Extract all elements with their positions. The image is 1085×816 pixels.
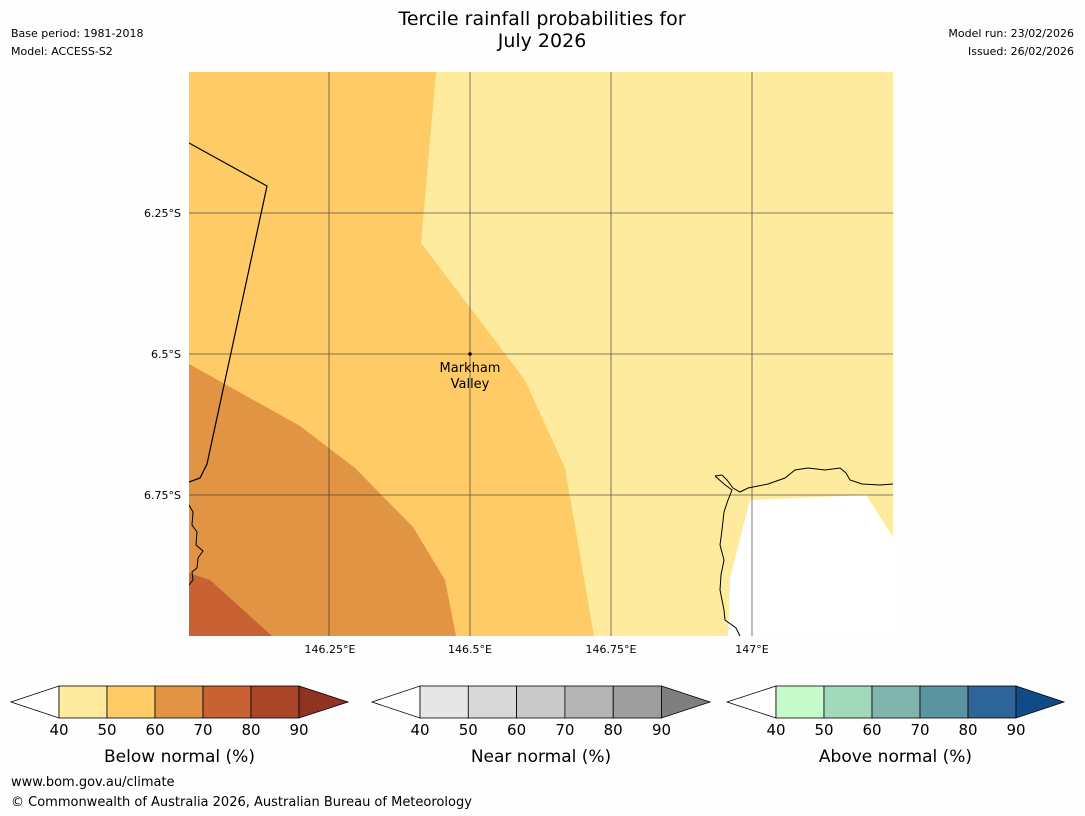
colorbar-above-normal-tick-label: 90	[1006, 721, 1025, 739]
colorbar-above-normal-swatch	[919, 685, 969, 719]
colorbar-above-normal-tick-label: 60	[862, 721, 881, 739]
colorbar-above-normal-swatch	[823, 685, 873, 719]
colorbar-near-normal-swatch	[467, 685, 517, 719]
colorbar-below-normal-title: Below normal (%)	[104, 747, 255, 767]
colorbar-below-normal-tick-label: 80	[241, 721, 260, 739]
colorbar-near-normal-tick-label: 50	[459, 721, 478, 739]
colorbar-below-normal-swatch	[202, 685, 252, 719]
colorbar-below-normal-tick-label: 50	[97, 721, 116, 739]
colorbar-near-normal-tick-label: 40	[410, 721, 429, 739]
lat-label-6-25: 6.25°S	[144, 207, 181, 220]
colorbar-below-normal-swatch	[106, 685, 156, 719]
colorbar-above-normal-tick-label: 70	[910, 721, 929, 739]
place-marker	[468, 352, 472, 356]
lon-label-147: 147°E	[735, 643, 768, 656]
colorbar-above-normal-swatch	[871, 685, 921, 719]
lon-label-146-75: 146.75°E	[586, 643, 637, 656]
colorbar-below-normal-tick-label: 40	[49, 721, 68, 739]
colorbar-near-normal: 40 50 60 70 80 90 Near normal (%)	[370, 685, 712, 767]
colorbar-below-normal: 40 50 60 70 80 90 Below normal (%)	[9, 685, 350, 767]
colorbar-near-normal-title: Near normal (%)	[471, 747, 611, 767]
colorbar-near-normal-swatch	[516, 685, 566, 719]
coastline-gulf	[714, 475, 741, 636]
colorbar-above-normal-title: Above normal (%)	[819, 747, 972, 767]
base-period-text: Base period: 1981-2018	[11, 27, 144, 40]
colorbar-above-normal-over-arrow	[1015, 685, 1066, 719]
title-line-1: Tercile rainfall probabilities for	[398, 8, 686, 30]
colorbar-below-normal-under-arrow	[9, 685, 60, 719]
region-60-70	[189, 364, 456, 636]
colorbar-above-normal-swatch	[967, 685, 1017, 719]
place-label-line-2: Valley	[451, 377, 490, 392]
metadata-right: Model run: 23/02/2026 Issued: 26/02/2026	[948, 25, 1074, 61]
colorbar-above-normal-tick-label: 50	[814, 721, 833, 739]
colorbar-below-normal-swatch	[250, 685, 300, 719]
colorbar-near-normal-under-arrow	[370, 685, 421, 719]
metadata-left: Base period: 1981-2018 Model: ACCESS-S2	[11, 25, 143, 61]
lon-label-146-25: 146.25°E	[305, 643, 356, 656]
lat-label-6-75: 6.75°S	[144, 489, 181, 502]
colorbar-above-normal: 40 50 60 70 80 90 Above normal (%)	[725, 685, 1066, 767]
colorbar-near-normal-tick-label: 60	[507, 721, 526, 739]
colorbar-near-normal-tick-label: 70	[555, 721, 574, 739]
colorbar-below-normal-over-arrow	[298, 685, 350, 719]
colorbar-near-normal-swatch	[419, 685, 469, 719]
place-label-line-1: Markham	[440, 361, 501, 376]
colorbar-above-normal-tick-label: 40	[766, 721, 785, 739]
border-line	[189, 142, 268, 483]
colorbar-below-normal-swatch	[58, 685, 108, 719]
colorbar-below-normal-tick-label: 60	[145, 721, 164, 739]
colorbar-below-normal-swatch	[154, 685, 204, 719]
sea-area	[728, 495, 893, 636]
colorbar-near-normal-tick-label: 90	[652, 721, 671, 739]
colorbar-near-normal-swatch	[612, 685, 662, 719]
colorbar-below-normal-tick-label: 70	[193, 721, 212, 739]
issued-text: Issued: 26/02/2026	[967, 45, 1074, 58]
chart-title: Tercile rainfall probabilities for July …	[342, 8, 742, 52]
footer-copyright: © Commonwealth of Australia 2026, Austra…	[11, 795, 472, 810]
model-text: Model: ACCESS-S2	[11, 45, 113, 58]
title-line-2: July 2026	[497, 30, 587, 52]
lon-label-146-5: 146.5°E	[448, 643, 492, 656]
graticule	[189, 72, 893, 636]
colorbar-near-normal-over-arrow	[661, 685, 712, 719]
colorbar-below-normal-tick-label: 90	[289, 721, 308, 739]
map-area	[189, 72, 893, 636]
coastline-west	[189, 504, 204, 586]
lat-label-6-5: 6.5°S	[151, 348, 181, 361]
colorbar-near-normal-tick-label: 80	[604, 721, 623, 739]
coastline-east	[714, 467, 893, 493]
footer-url: www.bom.gov.au/climate	[11, 775, 175, 790]
colorbar-above-normal-under-arrow	[725, 685, 777, 719]
colorbar-near-normal-swatch	[564, 685, 614, 719]
region-70-80	[189, 573, 272, 636]
model-run-text: Model run: 23/02/2026	[948, 27, 1074, 40]
colorbar-above-normal-swatch	[775, 685, 825, 719]
colorbar-above-normal-tick-label: 80	[958, 721, 977, 739]
